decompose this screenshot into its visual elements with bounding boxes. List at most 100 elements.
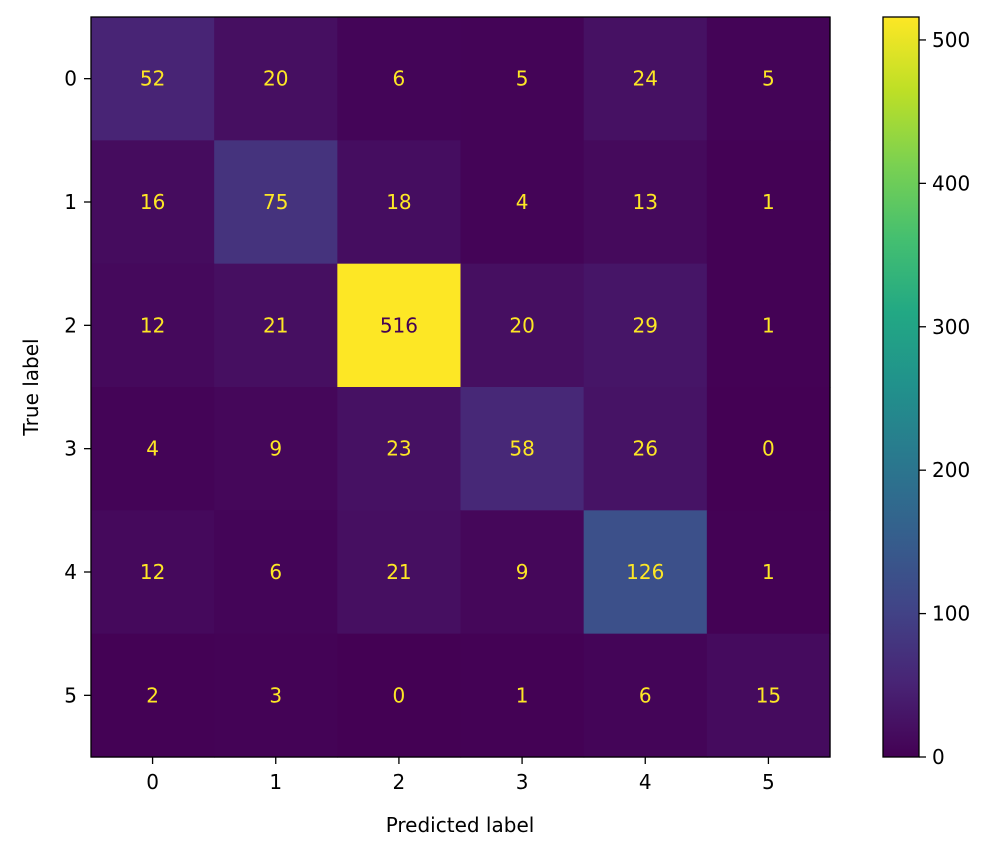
cell-value-r4-c5: 1 <box>762 560 775 584</box>
heatmap-cell-r0-c1 <box>214 17 338 141</box>
cell-value-r1-c1: 75 <box>263 190 288 214</box>
cell-value-r4-c1: 6 <box>269 560 282 584</box>
y-tick-label-0: 0 <box>64 67 77 91</box>
heatmap-cell-r1-c3 <box>460 140 585 265</box>
x-tick-label-5: 5 <box>762 770 775 794</box>
colorbar-ticks: 0 100 200 300 400 500 <box>919 28 970 769</box>
x-tick-label-3: 3 <box>516 770 529 794</box>
y-tick-label-2: 2 <box>64 313 77 337</box>
cell-value-r3-c4: 26 <box>633 437 658 461</box>
y-tick-label-5: 5 <box>64 683 77 707</box>
x-tick-label-1: 1 <box>269 770 282 794</box>
plot-frame <box>90 16 831 758</box>
heatmap-cell-r2-c0 <box>91 263 215 388</box>
cell-value-r0-c5: 5 <box>762 67 775 91</box>
cell-value-r5-c5: 15 <box>756 683 781 707</box>
heatmap-cell-r3-c0 <box>91 387 215 511</box>
heatmap-cells <box>91 17 831 758</box>
cell-value-r2-c5: 1 <box>762 313 775 337</box>
x-tick-label-0: 0 <box>146 770 159 794</box>
heatmap-cell-r4-c2 <box>337 510 462 635</box>
cell-value-r5-c0: 2 <box>146 683 159 707</box>
heatmap-cell-r3-c2 <box>337 387 462 511</box>
cell-value-r4-c0: 12 <box>140 560 165 584</box>
heatmap-cell-r5-c4 <box>583 633 708 758</box>
cell-value-r2-c2: 516 <box>380 313 418 337</box>
colorbar-tick-label-4: 400 <box>932 171 970 195</box>
cell-value-r3-c5: 0 <box>762 437 775 461</box>
heatmap-cell-r5-c2 <box>337 633 462 758</box>
heatmap-cell-r5-c1 <box>214 633 338 758</box>
x-axis: 0 1 2 3 4 5 <box>146 757 775 794</box>
heatmap-cell-r0-c0 <box>91 17 215 141</box>
cell-value-r3-c2: 23 <box>386 437 411 461</box>
cell-value-r4-c2: 21 <box>386 560 411 584</box>
colorbar-tick-label-0: 0 <box>932 745 945 769</box>
heatmap-cell-r0-c3 <box>460 17 585 141</box>
colorbar-gradient <box>882 16 920 758</box>
cell-value-r0-c0: 52 <box>140 67 165 91</box>
heatmap-cell-r1-c1 <box>214 140 338 265</box>
heatmap-cell-r0-c2 <box>337 17 462 141</box>
cell-value-r1-c2: 18 <box>386 190 411 214</box>
cell-value-r0-c2: 6 <box>393 67 406 91</box>
heatmap-cell-r1-c2 <box>337 140 462 265</box>
heatmap-cell-r0-c5 <box>706 17 831 141</box>
heatmap-cell-r3-c3 <box>460 387 585 511</box>
colorbar-tick-label-2: 200 <box>932 458 970 482</box>
y-tick-label-1: 1 <box>64 190 77 214</box>
heatmap-cell-r2-c2 <box>337 263 462 388</box>
cell-value-r3-c0: 4 <box>146 437 159 461</box>
heatmap-cell-r4-c1 <box>214 510 338 635</box>
heatmap-cell-r1-c5 <box>706 140 831 265</box>
cell-value-r2-c3: 20 <box>509 313 534 337</box>
y-tick-label-3: 3 <box>64 437 77 461</box>
heatmap-cell-r4-c4 <box>583 510 708 635</box>
heatmap-cell-r0-c4 <box>583 17 708 141</box>
cell-value-r5-c2: 0 <box>393 683 406 707</box>
cell-value-r5-c3: 1 <box>516 683 529 707</box>
cell-value-r4-c4: 126 <box>626 560 664 584</box>
heatmap-cell-r3-c5 <box>706 387 831 511</box>
cell-value-r5-c1: 3 <box>269 683 282 707</box>
heatmap-cell-r3-c4 <box>583 387 708 511</box>
cell-value-labels: 52 20 6 5 24 516 75 18 4 13 112 21 516 20 29 14 9 23 58 26 0… <box>140 67 781 708</box>
heatmap-cell-r4-c5 <box>706 510 831 635</box>
cell-value-r0-c4: 24 <box>633 67 658 91</box>
heatmap-cell-r2-c1 <box>214 263 338 388</box>
cell-value-r1-c4: 13 <box>633 190 658 214</box>
colorbar: 0 100 200 300 400 500 <box>882 16 970 769</box>
cell-value-r4-c3: 9 <box>516 560 529 584</box>
colorbar-tick-label-1: 100 <box>932 602 970 626</box>
heatmap-cell-r5-c3 <box>460 633 585 758</box>
cell-value-r3-c3: 58 <box>509 437 534 461</box>
heatmap-cell-r1-c4 <box>583 140 708 265</box>
cell-value-r0-c1: 20 <box>263 67 288 91</box>
cell-value-r2-c4: 29 <box>633 313 658 337</box>
heatmap-cell-r2-c4 <box>583 263 708 388</box>
heatmap-cell-r2-c3 <box>460 263 585 388</box>
y-axis: 0 1 2 3 4 5 <box>64 67 91 707</box>
cell-value-r1-c5: 1 <box>762 190 775 214</box>
heatmap-cell-r4-c0 <box>91 510 215 635</box>
heatmap-cell-r4-c3 <box>460 510 585 635</box>
colorbar-tick-label-5: 500 <box>932 28 970 52</box>
cell-value-r1-c3: 4 <box>516 190 529 214</box>
heatmap-cell-r2-c5 <box>706 263 831 388</box>
x-tick-label-2: 2 <box>393 770 406 794</box>
cell-value-r2-c1: 21 <box>263 313 288 337</box>
heatmap-cell-r5-c5 <box>706 633 831 758</box>
cell-value-r1-c0: 16 <box>140 190 165 214</box>
heatmap-cell-r1-c0 <box>91 140 215 265</box>
colorbar-tick-label-3: 300 <box>932 315 970 339</box>
cell-value-r2-c0: 12 <box>140 313 165 337</box>
y-tick-label-4: 4 <box>64 560 77 584</box>
x-axis-label: Predicted label <box>386 813 535 837</box>
cell-value-r3-c1: 9 <box>269 437 282 461</box>
heatmap-cell-r3-c1 <box>214 387 338 511</box>
cell-value-r0-c3: 5 <box>516 67 529 91</box>
heatmap-cell-r5-c0 <box>91 633 215 758</box>
cell-value-r5-c4: 6 <box>639 683 652 707</box>
